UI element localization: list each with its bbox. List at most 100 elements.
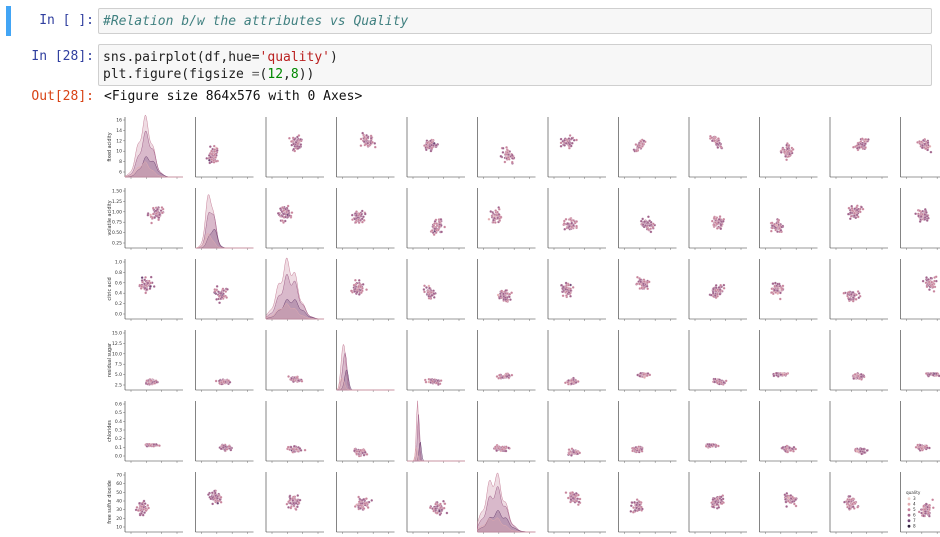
scatter-point [497, 207, 501, 211]
scatter-point [848, 504, 852, 508]
y-axis-label: residual sugar [107, 343, 113, 377]
scatter-point [575, 138, 578, 142]
scatter-point [506, 151, 509, 154]
kde-curve [265, 303, 325, 320]
scatter-point [867, 138, 870, 141]
scatter-point [916, 141, 919, 144]
scatter-point [773, 222, 776, 226]
scatter-point [559, 141, 563, 145]
y-tick-label: 8 [119, 159, 122, 165]
scatter-point [500, 447, 504, 451]
scatter-point [714, 500, 717, 504]
scatter-point [860, 447, 864, 451]
scatter-point [288, 448, 292, 451]
y-axis-label: chlorides [107, 420, 113, 442]
y-tick-label: 0.2 [115, 301, 122, 307]
y-tick-label: 0.2 [115, 436, 122, 442]
scatter-point [635, 282, 639, 286]
scatter-point [785, 147, 789, 151]
y-axis-label: free sulfur dioxide [107, 480, 113, 523]
scatter-point [149, 275, 153, 279]
scatter-point [501, 146, 505, 150]
scatter-point [711, 291, 715, 295]
scatter-point [914, 445, 918, 449]
scatter-point [571, 491, 574, 494]
scatter-point [365, 453, 369, 456]
scatter-point [136, 509, 140, 512]
scatter-point [863, 144, 866, 147]
scatter-point [924, 372, 928, 375]
scatter-point [294, 508, 298, 511]
scatter-point [719, 145, 723, 149]
scatter-point [641, 142, 645, 146]
scatter-point [643, 220, 647, 224]
scatter-point [292, 142, 296, 146]
scatter-point [225, 447, 229, 451]
scatter-point [918, 220, 922, 223]
scatter-point [651, 225, 655, 229]
legend-marker [907, 502, 911, 506]
scatter-point [865, 449, 869, 452]
scatter-point [507, 446, 510, 450]
scatter-point [561, 294, 565, 298]
scatter-point [922, 504, 926, 508]
scatter-point [716, 146, 720, 149]
scatter-point [429, 149, 433, 153]
scatter-point [632, 447, 636, 451]
scatter-point [646, 287, 650, 291]
scatter-point [926, 505, 929, 509]
scatter-point [860, 137, 864, 141]
scatter-point [430, 229, 434, 232]
scatter-point [359, 507, 362, 510]
scatter-point [563, 138, 566, 142]
scatter-point [859, 449, 862, 453]
scatter-point [855, 213, 859, 217]
scatter-point [289, 501, 292, 505]
scatter-point [569, 498, 573, 501]
scatter-point [780, 287, 784, 291]
scatter-point [286, 204, 290, 208]
scatter-point [925, 214, 929, 218]
scatter-point [215, 149, 219, 152]
scatter-point [711, 505, 715, 509]
scatter-point [775, 371, 779, 375]
scatter-point [360, 502, 364, 505]
y-tick-label: 0.0 [115, 454, 122, 460]
scatter-point [425, 286, 428, 289]
scatter-point [930, 280, 934, 284]
scatter-point [855, 144, 859, 148]
scatter-point [926, 278, 930, 281]
scatter-point [638, 282, 641, 286]
scatter-point [853, 372, 857, 376]
scatter-point [140, 505, 144, 508]
scatter-point [784, 497, 787, 501]
scatter-point [213, 289, 217, 293]
scatter-point [859, 375, 863, 379]
markdown-code-cell[interactable]: In [ ]: #Relation b/w the attributes vs … [0, 6, 940, 36]
scatter-point [356, 216, 360, 219]
code-cell[interactable]: In [28]: sns.pairplot(df,hue='quality') … [0, 42, 940, 86]
scatter-point [144, 509, 148, 513]
scatter-point [363, 212, 367, 216]
scatter-point [210, 158, 214, 161]
code-input-area[interactable]: sns.pairplot(df,hue='quality') plt.figur… [98, 44, 932, 86]
scatter-point [149, 281, 153, 285]
code-input-area[interactable]: #Relation b/w the attributes vs Quality [98, 8, 932, 34]
scatter-point [793, 502, 796, 506]
scatter-point [709, 293, 713, 297]
scatter-point [649, 230, 653, 234]
scatter-point [639, 140, 643, 143]
scatter-point [574, 450, 578, 454]
scatter-point [642, 373, 646, 376]
scatter-point [151, 206, 155, 210]
scatter-point [146, 281, 150, 285]
scatter-point [158, 444, 161, 448]
scatter-point [785, 505, 788, 508]
scatter-point [787, 143, 791, 147]
scatter-point [713, 380, 716, 384]
scatter-point [853, 294, 856, 297]
scatter-point [928, 446, 931, 450]
scatter-point [442, 499, 445, 503]
scatter-point [632, 506, 635, 509]
scatter-point [927, 511, 930, 515]
